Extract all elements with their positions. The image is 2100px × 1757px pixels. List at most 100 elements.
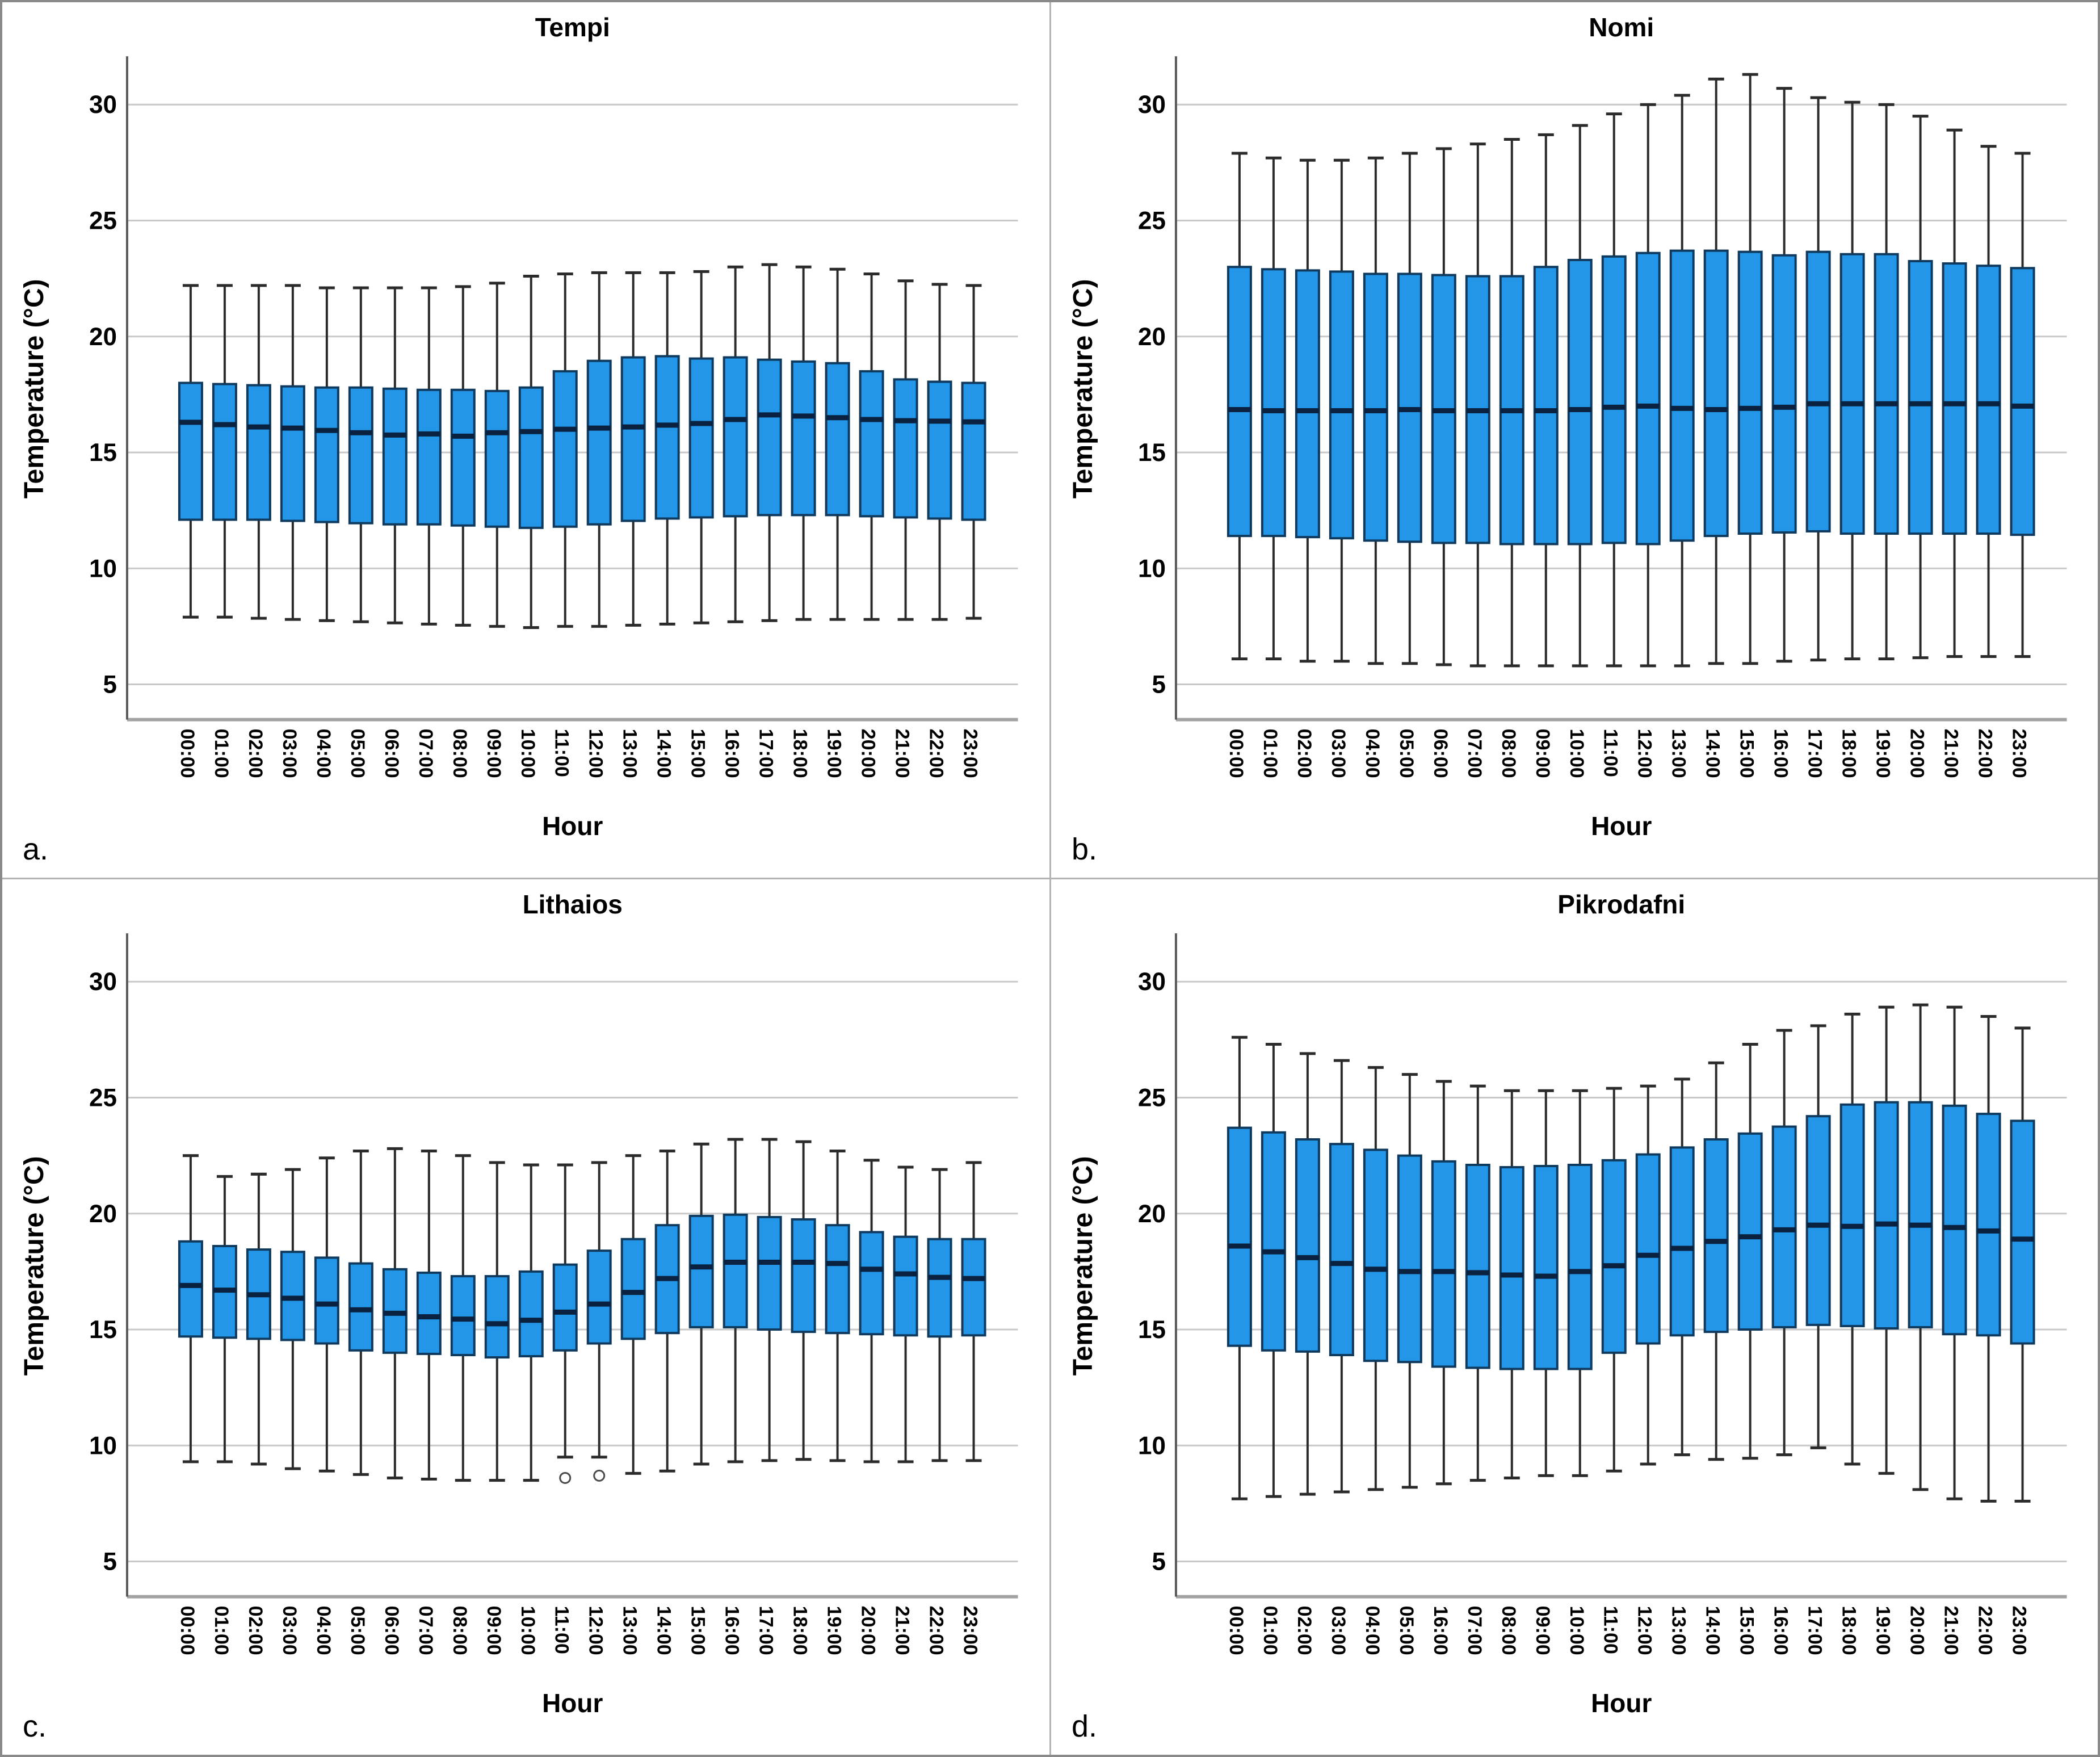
x-tick-12: 12:00 [585, 729, 607, 778]
x-tick-14: 14:00 [653, 1606, 675, 1655]
iqr-box [1942, 1104, 1967, 1336]
x-tick-7: 07:00 [1463, 1606, 1485, 1655]
x-tick-9: 09:00 [483, 1606, 505, 1655]
x-tick-10: 10:00 [517, 1606, 539, 1655]
x-tick-11: 11:00 [551, 729, 573, 777]
iqr-box [859, 370, 884, 518]
iqr-box [1703, 1138, 1729, 1334]
x-tick-4: 04:00 [313, 1606, 334, 1655]
panel-a-title: Tempi [535, 12, 610, 42]
boxplot-03:00 [280, 284, 305, 621]
iqr-box [1261, 268, 1286, 538]
x-tick-4: 04:00 [313, 729, 334, 778]
iqr-box [1533, 266, 1559, 546]
iqr-box [280, 385, 305, 522]
x-tick-10: 10:00 [1565, 729, 1587, 778]
boxplot-12:00 [1635, 1084, 1661, 1466]
boxplot-08:00 [450, 285, 476, 627]
boxplot-14:00 [654, 1149, 680, 1473]
y-tick-10: 10 [1138, 555, 1166, 582]
iqr-box [1465, 1163, 1490, 1369]
iqr-box [1976, 1113, 2001, 1337]
iqr-box [348, 386, 373, 525]
boxplot-18:00 [791, 1140, 816, 1461]
iqr-box [961, 1238, 986, 1337]
boxplot-05:00 [348, 286, 373, 623]
x-tick-4: 04:00 [1361, 1606, 1383, 1655]
panel-d-title: Pikrodafni [1557, 890, 1685, 919]
boxplot-23:00 [2010, 152, 2035, 659]
boxplot-02:00 [246, 1172, 271, 1466]
panel-a-plot-area: 5 10 15 20 25 30 00:00 01:00 02:00 03:00 04:00 05:0… [89, 56, 1018, 778]
x-tick-8: 08:00 [449, 729, 471, 778]
x-tick-9: 09:00 [1531, 1606, 1553, 1655]
y-tick-15: 15 [1138, 439, 1166, 467]
iqr-box [552, 370, 578, 528]
iqr-box [1601, 255, 1627, 544]
boxplot-22:00 [927, 283, 952, 621]
x-tick-4: 04:00 [1361, 729, 1383, 778]
iqr-box [1805, 1115, 1831, 1326]
iqr-box [1227, 266, 1252, 538]
iqr-box [314, 1256, 339, 1345]
iqr-box [1703, 249, 1729, 538]
panel-a-letter: a. [23, 832, 48, 866]
x-tick-23: 23:00 [960, 729, 981, 778]
x-tick-8: 08:00 [449, 1606, 471, 1655]
boxplot-07:00 [1465, 142, 1490, 668]
x-tick-14: 14:00 [653, 729, 675, 778]
x-tick-12: 12:00 [585, 1606, 607, 1655]
iqr-box [1533, 1165, 1559, 1370]
boxplot-00:00 [178, 1154, 203, 1464]
iqr-box [450, 388, 476, 527]
iqr-box [586, 359, 612, 526]
iqr-box [1908, 259, 1933, 535]
panel-c-letter: c. [23, 1709, 47, 1743]
iqr-box [1874, 253, 1899, 535]
iqr-box [518, 1270, 544, 1358]
boxplot-04:00 [314, 286, 339, 622]
boxplot-22:00 [1976, 1015, 2001, 1503]
iqr-box [961, 381, 986, 521]
y-tick-30: 30 [89, 968, 117, 996]
boxplot-15:00 [1737, 1043, 1763, 1460]
iqr-box [1635, 251, 1661, 546]
iqr-box [893, 378, 918, 519]
panel-c-y-axis-label: Temperature (°C) [19, 1156, 49, 1376]
iqr-box [927, 380, 952, 520]
iqr-box [1329, 270, 1354, 540]
panel-a-tempi: Tempi Temperature (°C) 5 10 15 20 25 30 00:00 0… [2, 2, 1049, 878]
iqr-box [1737, 1132, 1763, 1331]
boxplot-02:00 [1295, 158, 1320, 663]
x-tick-1: 01:00 [211, 729, 232, 778]
boxplot-13:00 [1669, 94, 1695, 668]
iqr-box [1567, 258, 1593, 546]
y-tick-20: 20 [1138, 323, 1166, 351]
x-tick-1: 01:00 [1259, 729, 1280, 778]
panel-d-x-axis-label: Hour [1591, 1688, 1652, 1718]
x-tick-6: 06:00 [1429, 729, 1451, 778]
x-tick-3: 03:00 [1327, 729, 1349, 778]
x-tick-22: 22:00 [926, 1606, 947, 1655]
x-tick-21: 21:00 [1940, 1606, 1962, 1655]
panel-b-chart: Nomi Temperature (°C) 5 10 15 20 25 30 00:00 01… [1068, 12, 2067, 866]
y-tick-10: 10 [1138, 1432, 1166, 1460]
x-tick-15: 15:00 [687, 729, 709, 778]
x-tick-2: 02:00 [245, 729, 266, 778]
x-tick-22: 22:00 [926, 729, 947, 778]
boxplot-15:00 [688, 270, 714, 624]
boxplot-06:00 [1431, 147, 1456, 666]
boxplot-03:00 [280, 1168, 305, 1470]
y-tick-30: 30 [89, 91, 117, 119]
boxplot-22:00 [1976, 145, 2001, 659]
boxplot-11:00 [552, 1163, 578, 1459]
boxplot-08:00 [1499, 1089, 1524, 1479]
boxplot-18:00 [791, 265, 816, 621]
boxplot-23:00 [2010, 1026, 2035, 1503]
iqr-box [484, 1275, 510, 1359]
x-tick-15: 15:00 [1736, 1606, 1757, 1655]
iqr-box [1839, 253, 1865, 535]
boxplot-21:00 [1942, 1005, 1967, 1500]
boxplot-15:00 [1737, 73, 1763, 665]
